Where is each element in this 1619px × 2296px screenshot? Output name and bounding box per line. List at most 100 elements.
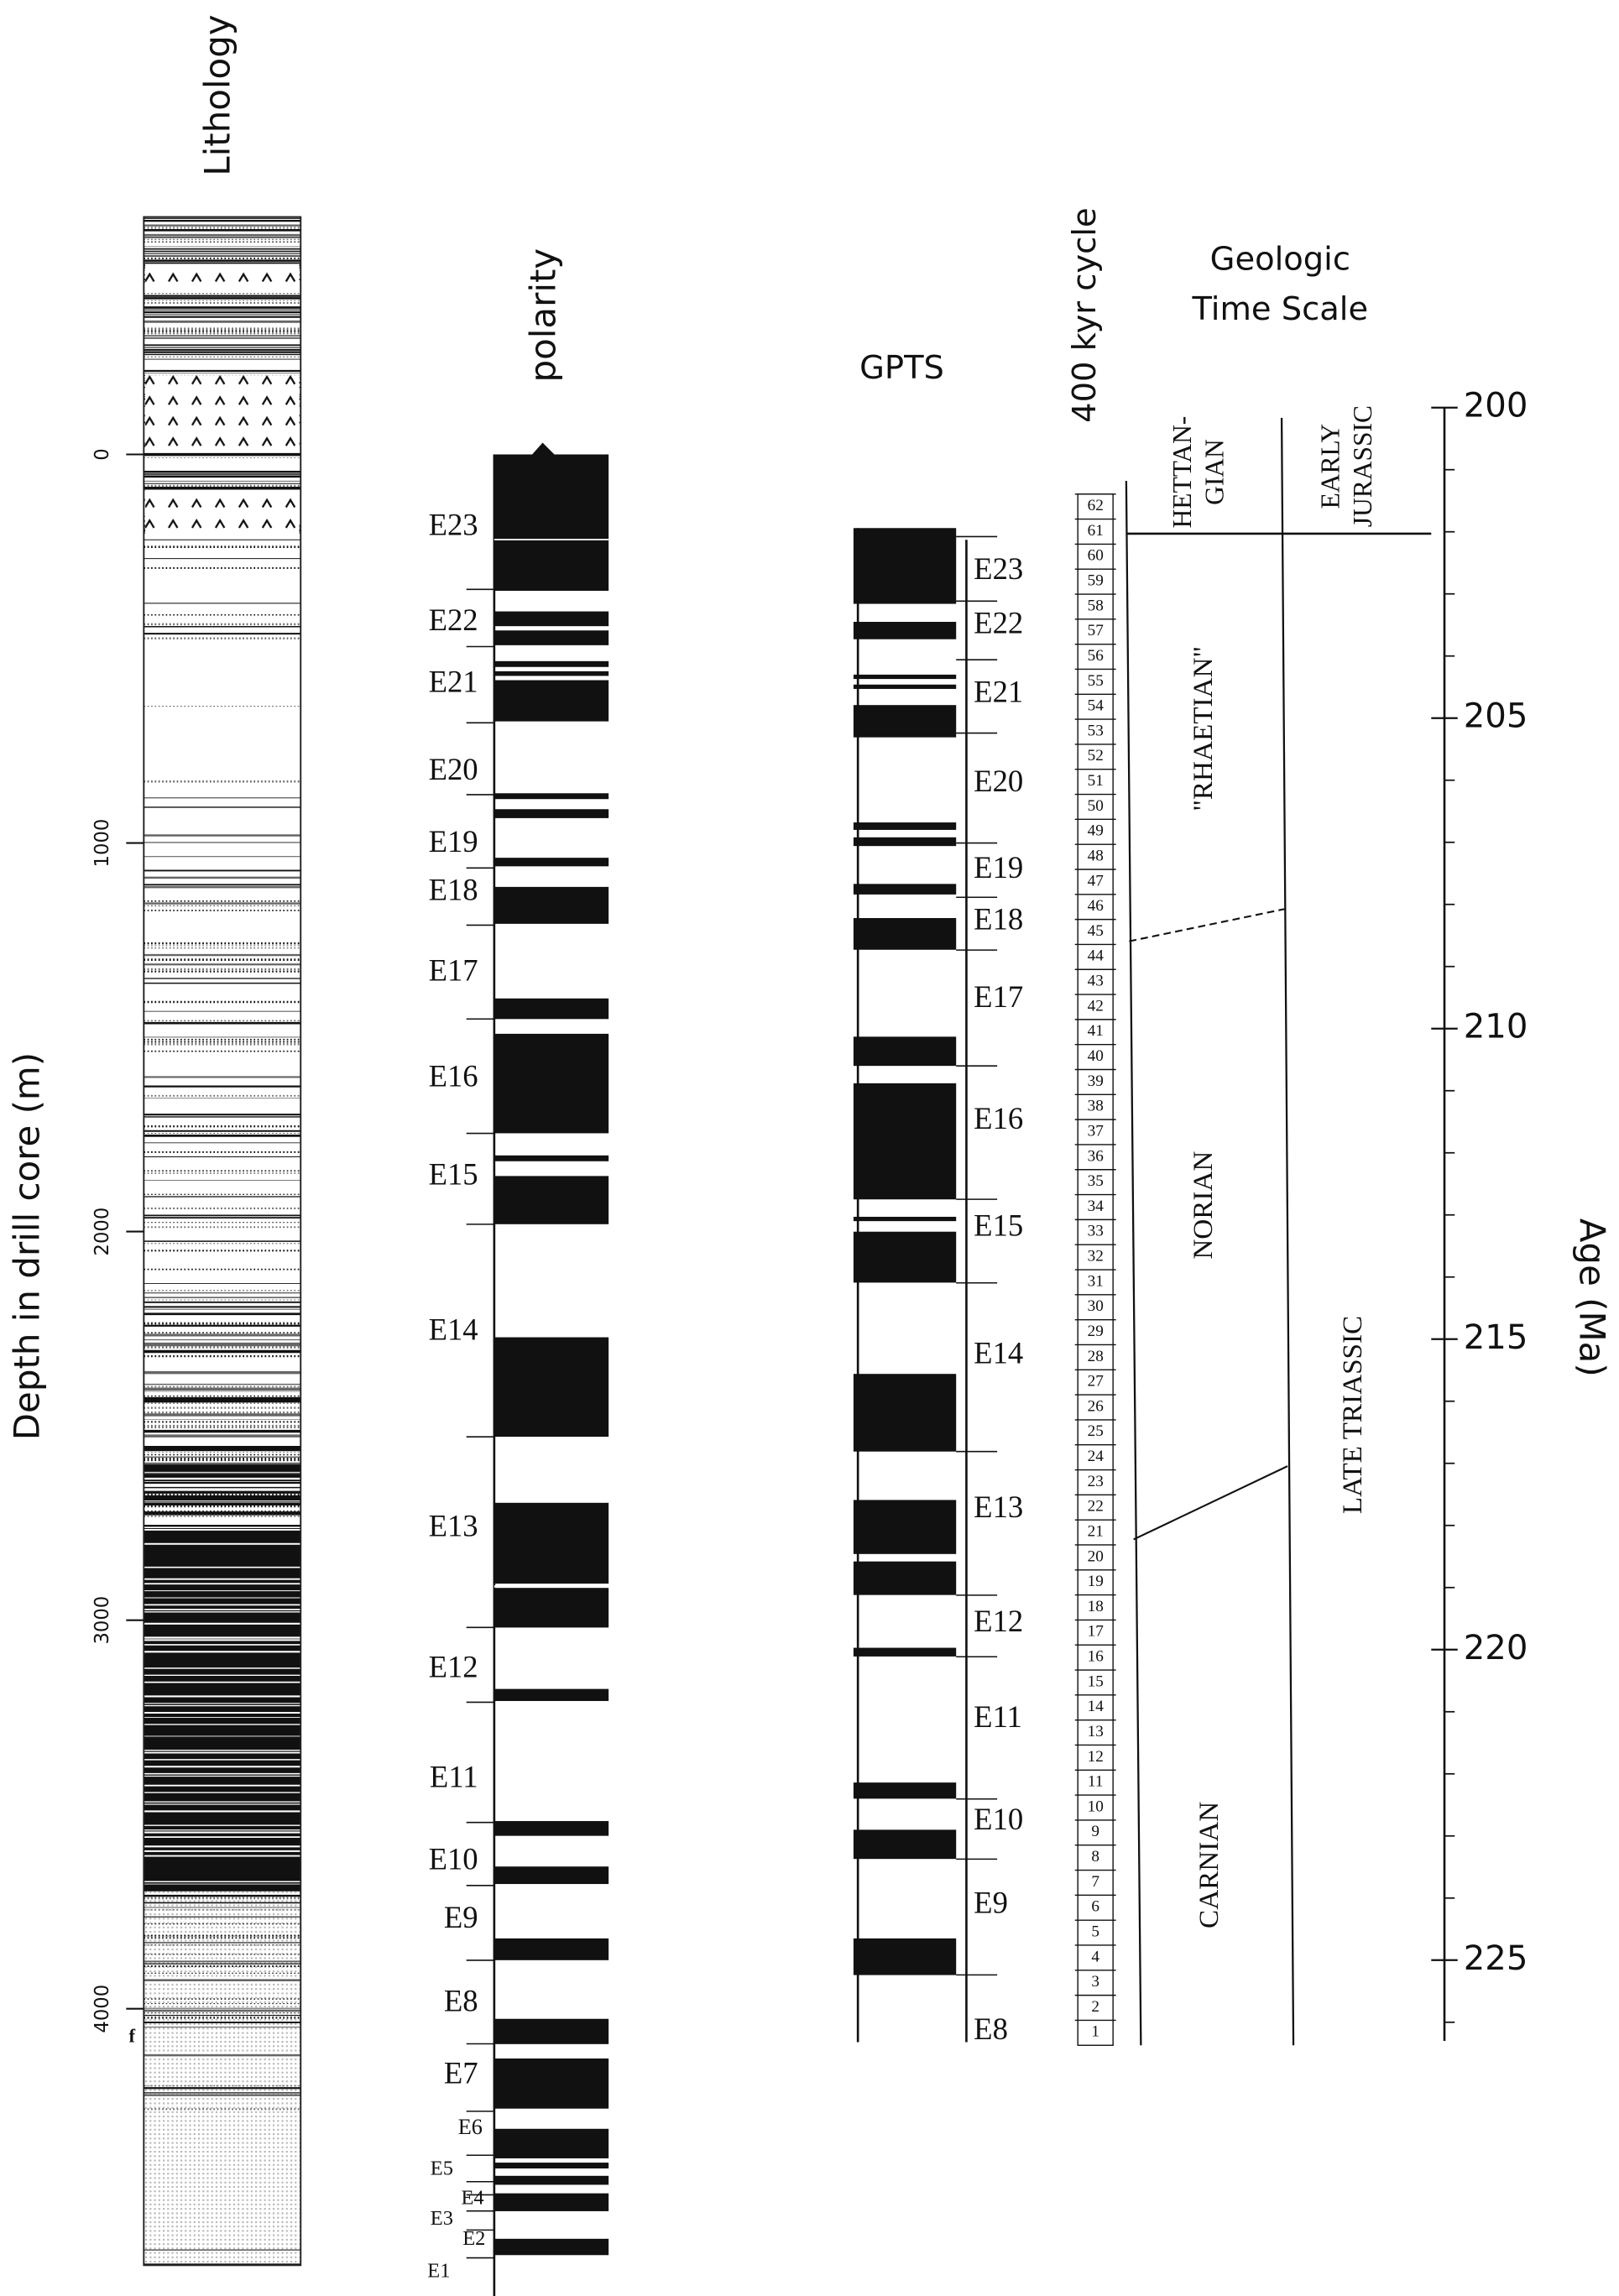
- normal-polarity-band: [494, 1033, 609, 1134]
- cycle-number: 6: [1091, 1898, 1099, 1916]
- gpts-chron-label: E20: [974, 764, 1023, 798]
- gpts-normal-band: [853, 837, 957, 847]
- cycle-number: 41: [1088, 1022, 1104, 1040]
- cycle-number: 59: [1088, 572, 1104, 590]
- cycle-title: 400 kyr cycle: [1066, 207, 1104, 422]
- gpts-normal-band: [853, 622, 957, 639]
- polarity-chron-label: E21: [429, 664, 478, 698]
- gpts-normal-band: [853, 674, 957, 680]
- polarity-chron-label: E12: [429, 1649, 478, 1683]
- age-tick-label: 220: [1464, 1629, 1528, 1667]
- cycle-number: 19: [1088, 1573, 1104, 1590]
- cycle-number: 25: [1088, 1422, 1104, 1440]
- normal-polarity-band: [494, 660, 609, 667]
- gpts-chron-label: E17: [974, 979, 1023, 1014]
- gpts-chron-label: E19: [974, 850, 1023, 884]
- cycle-number: 44: [1088, 947, 1105, 965]
- depth-axis-label: Depth in drill core (m): [7, 1052, 48, 1440]
- gpts-normal-band: [853, 918, 957, 950]
- conglomerate-bed: [145, 487, 300, 537]
- depth-tick-label: 4000: [91, 1985, 113, 2033]
- polarity-chron-label: E18: [429, 872, 478, 906]
- cycle-number: 36: [1088, 1147, 1105, 1165]
- polarity-chron-label: E3: [431, 2207, 453, 2230]
- cycle-number: 58: [1088, 597, 1104, 614]
- normal-polarity-band: [494, 809, 609, 818]
- cycle-number: 29: [1088, 1323, 1104, 1340]
- gpts-normal-band: [853, 684, 957, 689]
- gpts-chron-label: E16: [974, 1101, 1023, 1135]
- time-scale-title: Time Scale: [1192, 290, 1369, 328]
- cycle-number: 62: [1088, 497, 1104, 514]
- normal-polarity-band: [494, 2175, 609, 2185]
- polarity-chron-label: E19: [429, 824, 478, 858]
- epoch-label: JURASSIC: [1348, 405, 1377, 527]
- gpts-title: GPTS: [859, 349, 944, 387]
- gpts-normal-band: [853, 1083, 957, 1200]
- cycle-number: 30: [1088, 1297, 1104, 1315]
- depth-tick-label: 0: [91, 448, 113, 460]
- age-tick-label: 205: [1464, 697, 1528, 736]
- cycle-number: 33: [1088, 1223, 1104, 1240]
- normal-polarity-band: [494, 858, 609, 867]
- lithology-column: [143, 216, 302, 2267]
- normal-polarity-band: [494, 671, 609, 676]
- cycle-number: 2: [1091, 1998, 1099, 2016]
- polarity-chron-label: E23: [429, 507, 478, 541]
- polarity-chron-label: E8: [444, 1984, 478, 2018]
- cycle-number: 1: [1091, 2023, 1099, 2041]
- cycle-number: 15: [1088, 1672, 1104, 1690]
- stage-label: HETTAN-: [1167, 416, 1197, 529]
- polarity-chron-label: E15: [429, 1156, 478, 1191]
- gpts-normal-band: [853, 1938, 957, 1975]
- cycle-number: 11: [1088, 1773, 1104, 1791]
- epoch-label: LATE TRIASSIC: [1337, 1316, 1368, 1514]
- cycle-number: 9: [1091, 1823, 1099, 1840]
- stage-label: "RHAETIAN": [1188, 646, 1219, 811]
- cycle-number: 51: [1088, 772, 1104, 790]
- cycle-number: 42: [1088, 997, 1104, 1015]
- time-scale-title: Geologic: [1210, 240, 1350, 278]
- cycle-number: 20: [1088, 1547, 1104, 1565]
- cycle-number: 26: [1088, 1397, 1105, 1415]
- gpts-normal-band: [853, 528, 957, 604]
- age-tick-label: 210: [1464, 1008, 1528, 1046]
- normal-polarity-band: [494, 454, 609, 592]
- polarity-chron-label: E9: [444, 1900, 478, 1934]
- age-tick-label: 200: [1464, 387, 1528, 425]
- normal-polarity-band: [494, 2128, 609, 2158]
- polarity-chron-label: E5: [431, 2157, 453, 2179]
- normal-polarity-band: [494, 793, 609, 800]
- cycle-number: 34: [1088, 1198, 1105, 1215]
- stage-label: GIAN: [1199, 439, 1229, 505]
- cycle-number: 22: [1088, 1498, 1104, 1516]
- rhaetian-norian-boundary: [1129, 908, 1285, 942]
- normal-polarity-band: [494, 1938, 609, 1960]
- stipple-zone: [144, 1891, 301, 2266]
- gpts-chron-label: E15: [974, 1208, 1023, 1243]
- cycle-number: 5: [1091, 1923, 1099, 1940]
- polarity-chron-label: E20: [429, 752, 478, 786]
- marker-label: f: [129, 2026, 136, 2047]
- stage-label: NORIAN: [1188, 1151, 1219, 1260]
- cycle-number: 12: [1088, 1748, 1104, 1766]
- polarity-title: polarity: [523, 248, 564, 383]
- age-tick-label: 215: [1464, 1318, 1528, 1357]
- gpts-chron-label: E8: [974, 2012, 1008, 2046]
- cycle-number: 31: [1088, 1272, 1104, 1290]
- gpts-normal-band: [853, 1500, 957, 1554]
- gpts-chron-label: E9: [974, 1886, 1008, 1920]
- gpts-normal-band: [853, 1231, 957, 1283]
- cycle-number: 32: [1088, 1248, 1104, 1265]
- lithology-title: Lithology: [197, 14, 238, 175]
- depth-tick-label: 3000: [91, 1596, 113, 1645]
- depth-tick-label: 2000: [91, 1208, 113, 1256]
- normal-polarity-band: [494, 1821, 609, 1836]
- normal-polarity-band: [494, 1502, 609, 1584]
- cycle-number: 47: [1088, 872, 1105, 890]
- cycle-number: 3: [1091, 1973, 1099, 1991]
- normal-polarity-band: [494, 2193, 609, 2211]
- gpts-normal-band: [853, 1374, 957, 1452]
- gpts-chron-label: E12: [974, 1604, 1023, 1638]
